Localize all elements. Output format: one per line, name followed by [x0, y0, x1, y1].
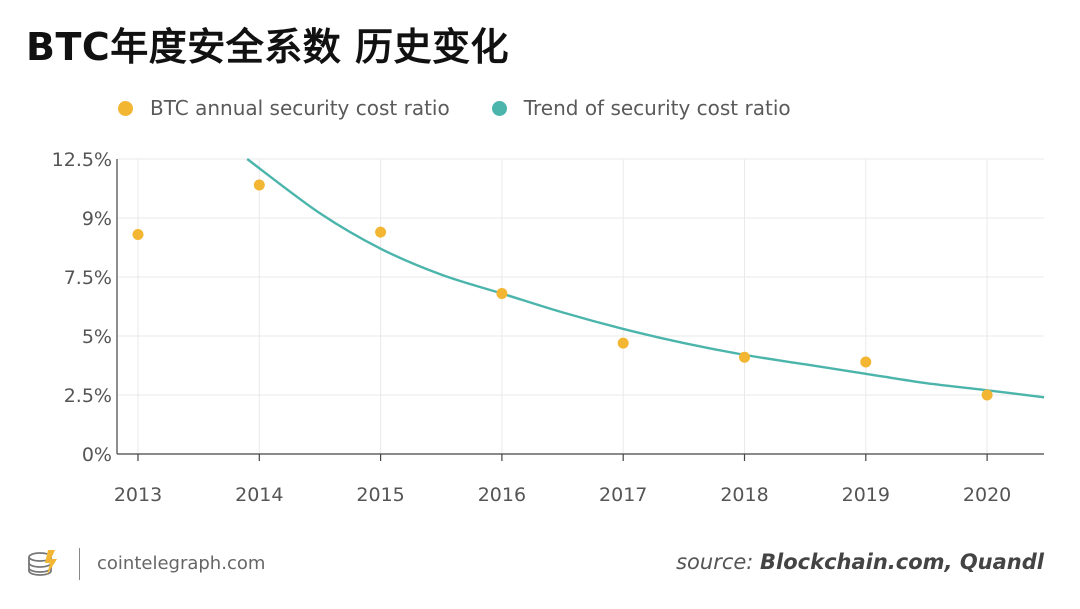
x-tick-label: 2015	[356, 484, 404, 506]
footer-source: source: Blockchain.com, Quandl	[676, 550, 1044, 574]
legend-label-points: BTC annual security cost ratio	[150, 96, 450, 120]
legend-marker-points	[118, 100, 133, 116]
scatter-chart: 0% 2.5% 5% 7.5% 9% 12.5% 2013 2014 2015 2016 2017 2…	[52, 149, 1045, 506]
chart-legend: BTC annual security cost ratio Trend of …	[118, 96, 833, 120]
x-tick-label: 2018	[720, 484, 768, 506]
x-tick-label: 2013	[114, 484, 162, 506]
data-point	[253, 179, 265, 191]
legend-label-trend: Trend of security cost ratio	[523, 96, 791, 120]
x-tick-label: 2019	[842, 484, 890, 506]
trend-line	[246, 158, 1045, 399]
axes: 0% 2.5% 5% 7.5% 9% 12.5% 2013 2014 2015 2016 2017 2…	[52, 149, 1044, 506]
legend-item-trend: Trend of security cost ratio	[491, 96, 791, 120]
gridlines	[117, 158, 1044, 454]
y-tick-label: 0%	[82, 444, 112, 466]
y-tick-label: 9%	[82, 208, 112, 230]
source-prefix: source:	[676, 550, 761, 574]
data-point	[981, 389, 993, 401]
x-tick-label: 2017	[599, 484, 647, 506]
y-tick-label: 5%	[82, 326, 112, 348]
data-point	[375, 226, 387, 238]
data-point	[496, 288, 508, 300]
cointelegraph-logo-icon	[26, 548, 62, 586]
y-tick-label: 2.5%	[64, 385, 112, 407]
trend-line-layer	[246, 158, 1045, 399]
footer-divider	[79, 548, 80, 580]
chart-title: BTC年度安全系数 历史变化	[26, 25, 510, 69]
y-tick-label: 7.5%	[64, 267, 112, 289]
source-name: Blockchain.com, Quandl	[760, 550, 1044, 574]
data-points-layer	[132, 179, 993, 401]
data-point	[739, 351, 750, 363]
legend-marker-trend	[491, 100, 507, 116]
data-point	[132, 229, 144, 241]
data-point	[617, 337, 629, 349]
footer-site-link[interactable]: cointelegraph.com	[97, 553, 266, 574]
x-tick-label: 2016	[478, 484, 526, 506]
y-tick-label: 12.5%	[52, 149, 112, 171]
x-tick-label: 2020	[963, 484, 1011, 506]
legend-item-points: BTC annual security cost ratio	[118, 96, 450, 120]
x-tick-label: 2014	[235, 484, 283, 506]
data-point	[860, 356, 872, 368]
